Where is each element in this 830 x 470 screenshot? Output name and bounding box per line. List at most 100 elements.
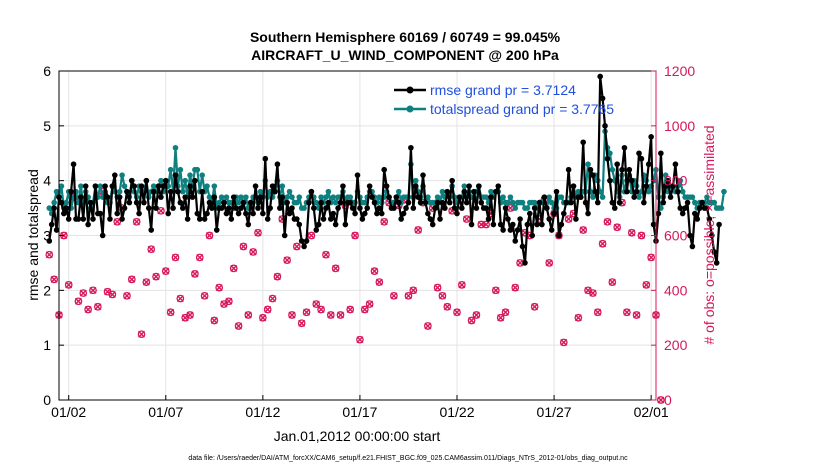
obs-possible-marker bbox=[142, 278, 151, 286]
obs-possible-marker bbox=[307, 231, 316, 240]
obs-assimilated-marker bbox=[322, 251, 330, 259]
rmse-point bbox=[536, 199, 543, 206]
totalspread-point bbox=[704, 194, 710, 200]
rmse-point bbox=[182, 194, 188, 200]
obs-possible-marker bbox=[302, 308, 311, 317]
obs-possible-marker bbox=[273, 272, 282, 281]
x-tick-label: 02/01 bbox=[634, 404, 669, 420]
totalspread-point bbox=[590, 194, 596, 200]
rmse-point bbox=[434, 199, 441, 206]
obs-assimilated-marker bbox=[443, 303, 451, 311]
obs-possible-marker bbox=[642, 280, 651, 289]
totalspread-point bbox=[519, 199, 526, 206]
y-right-tick-label: 800 bbox=[664, 173, 688, 189]
rmse-point bbox=[46, 238, 53, 244]
obs-assimilated-marker bbox=[346, 306, 354, 314]
obs-assimilated-marker bbox=[215, 284, 223, 292]
rmse-point bbox=[679, 210, 686, 217]
rmse-point bbox=[391, 205, 397, 211]
obs-assimilated-marker bbox=[249, 248, 257, 256]
rmse-point bbox=[514, 227, 521, 233]
rmse-point bbox=[478, 199, 485, 206]
rmse-point bbox=[594, 199, 601, 206]
rmse-point bbox=[269, 183, 276, 189]
obs-possible-marker bbox=[589, 289, 597, 297]
totalspread-point bbox=[204, 183, 210, 189]
obs-assimilated-marker bbox=[205, 232, 213, 239]
rmse-point bbox=[692, 210, 698, 217]
rmse-point bbox=[325, 199, 332, 206]
totalspread-point bbox=[318, 194, 324, 200]
totalspread-point bbox=[548, 199, 555, 206]
obs-possible-marker bbox=[647, 253, 655, 262]
rmse-point bbox=[599, 95, 606, 102]
x-axis: 01/02 01/07 01/12 01/17 01/22 01/27 02/01 bbox=[51, 395, 669, 420]
obs-possible-marker bbox=[93, 302, 102, 311]
obs-possible-marker bbox=[574, 313, 583, 322]
rmse-point bbox=[141, 199, 147, 206]
rmse-point bbox=[158, 194, 164, 200]
rmse-point bbox=[444, 188, 451, 195]
rmse-point bbox=[548, 227, 555, 233]
rmse-point bbox=[563, 199, 570, 206]
rmse-point bbox=[136, 210, 142, 217]
rmse-point bbox=[449, 177, 455, 184]
obs-possible-marker bbox=[254, 228, 262, 237]
rmse-point bbox=[493, 188, 499, 195]
obs-assimilated-marker bbox=[438, 292, 446, 300]
obs-assimilated-marker bbox=[628, 229, 636, 237]
rmse-point bbox=[570, 183, 577, 189]
rmse-point bbox=[534, 221, 540, 228]
rmse-point bbox=[129, 177, 135, 184]
rmse-point bbox=[199, 188, 205, 195]
obs-assimilated-marker bbox=[312, 300, 320, 308]
obs-possible-marker bbox=[579, 226, 588, 234]
totalspread-point bbox=[294, 199, 300, 206]
totalspread-point bbox=[721, 188, 727, 195]
obs-assimilated-marker bbox=[162, 267, 170, 275]
rmse-point bbox=[624, 188, 630, 195]
obs-assimilated-marker bbox=[108, 290, 116, 298]
rmse-point bbox=[706, 216, 713, 222]
obs-assimilated-marker bbox=[647, 253, 655, 261]
totalspread-point bbox=[512, 205, 519, 211]
y-right-tick-label: 1000 bbox=[664, 118, 695, 134]
obs-possible-marker bbox=[200, 291, 209, 300]
footnote: data file: /Users/raeder/DAI/ATM_forcXX/… bbox=[188, 455, 628, 462]
obs-assimilated-marker bbox=[351, 232, 359, 239]
rmse-point bbox=[364, 205, 371, 211]
totalspread-point bbox=[194, 166, 201, 173]
rmse-point bbox=[420, 172, 426, 178]
rmse-point bbox=[61, 210, 67, 217]
obs-assimilated-marker bbox=[603, 218, 611, 226]
rmse-point bbox=[318, 199, 324, 206]
obs-possible-marker bbox=[409, 286, 418, 295]
obs-possible-marker bbox=[511, 283, 520, 292]
obs-assimilated-marker bbox=[633, 311, 641, 319]
rmse-point bbox=[684, 199, 691, 206]
x-tick-label: 01/12 bbox=[245, 404, 280, 420]
rmse-point bbox=[85, 221, 91, 228]
obs-possible-marker bbox=[365, 300, 374, 308]
rmse-point bbox=[631, 194, 637, 200]
rmse-point bbox=[546, 216, 553, 222]
obs-assimilated-marker bbox=[244, 311, 252, 319]
rmse-point bbox=[502, 205, 509, 211]
obs-possible-marker bbox=[496, 313, 505, 322]
rmse-point bbox=[410, 205, 417, 211]
rmse-point bbox=[398, 216, 404, 222]
y-right-tick-label: 1200 bbox=[664, 63, 695, 79]
obs-possible-marker bbox=[45, 250, 54, 259]
totalspread-point bbox=[243, 194, 249, 200]
obs-possible-marker bbox=[637, 231, 646, 240]
rmse-point bbox=[587, 166, 594, 173]
rmse-point bbox=[255, 205, 261, 211]
totalspread-point bbox=[284, 194, 290, 200]
obs-possible-marker bbox=[632, 311, 641, 319]
obs-assimilated-marker bbox=[283, 256, 291, 264]
obs-assimilated-marker bbox=[366, 300, 374, 308]
chart-title-line2: AIRCRAFT_U_WIND_COMPONENT @ 200 hPa bbox=[251, 47, 559, 63]
obs-assimilated-marker bbox=[128, 275, 136, 283]
obs-possible-marker bbox=[491, 286, 500, 295]
